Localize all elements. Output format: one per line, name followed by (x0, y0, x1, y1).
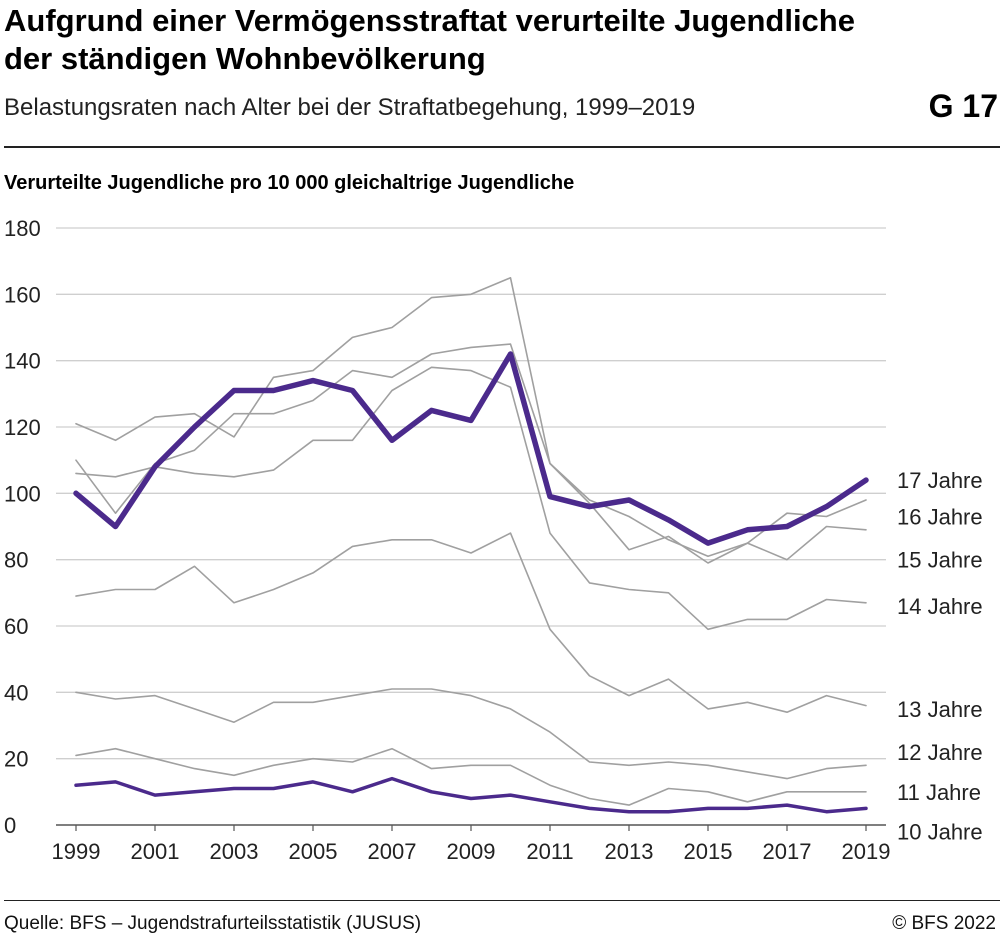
end-label-10-jahre: 10 Jahre (897, 820, 983, 845)
chart-subtitle: Belastungsraten nach Alter bei der Straf… (4, 94, 696, 121)
copyright-note: © BFS 2022 (892, 913, 996, 934)
series-line-12-jahre (75, 688, 867, 780)
series-line-10-jahre (74, 776, 868, 814)
x-tick-label: 2019 (842, 839, 891, 864)
y-axis-title: Verurteilte Jugendliche pro 10 000 gleic… (4, 172, 575, 194)
series-line-17-jahre (73, 351, 869, 546)
series-line-14-jahre (75, 366, 867, 631)
y-tick-label: 0 (4, 813, 16, 838)
y-tick-labels: 0 20 40 60 80 100 120 140 160 180 (4, 216, 41, 838)
chart-title: Aufgrund einer Vermögensstraftat verurte… (4, 3, 855, 76)
y-tick-label: 80 (4, 548, 28, 573)
x-tick-label: 2005 (289, 839, 338, 864)
series-line-16-jahre (75, 277, 867, 561)
x-tick-label: 2009 (447, 839, 496, 864)
x-tick-labels: 1999 2001 2003 2005 2007 2009 2011 2013 2015 2017… (52, 839, 891, 864)
y-tick-label: 100 (4, 481, 41, 506)
x-tick-label: 2013 (605, 839, 654, 864)
series-end-labels: 17 Jahre 16 Jahre 15 Jahre 14 Jahre 13 Jahre… (897, 468, 983, 845)
series-line-13-jahre (75, 532, 867, 714)
end-label-12-jahre: 12 Jahre (897, 740, 983, 765)
y-tick-label: 140 (4, 349, 41, 374)
series-layer (73, 277, 869, 814)
x-tick-label: 2007 (368, 839, 417, 864)
end-label-15-jahre: 15 Jahre (897, 548, 983, 573)
line-chart: 0 20 40 60 80 100 120 140 160 180 1999 2001 2003 200… (4, 216, 983, 864)
graphic-number: G 17 (928, 88, 998, 124)
top-rule (4, 146, 1000, 148)
end-label-16-jahre: 16 Jahre (897, 505, 983, 530)
x-tick-label: 1999 (52, 839, 101, 864)
source-note: Quelle: BFS – Jugendstrafurteilsstatisti… (4, 913, 422, 934)
x-tick-label: 2011 (526, 839, 573, 864)
x-tick-label: 2003 (210, 839, 259, 864)
y-tick-label: 60 (4, 614, 28, 639)
end-label-14-jahre: 14 Jahre (897, 594, 983, 619)
end-label-17-jahre: 17 Jahre (897, 468, 983, 493)
y-tick-label: 120 (4, 415, 41, 440)
bottom-rule (4, 900, 1000, 901)
end-label-13-jahre: 13 Jahre (897, 697, 983, 722)
y-tick-label: 180 (4, 216, 41, 241)
y-tick-label: 20 (4, 747, 28, 772)
series-line-11-jahre (75, 747, 867, 806)
x-tick-label: 2001 (131, 839, 180, 864)
end-label-11-jahre: 11 Jahre (897, 780, 981, 805)
x-tick-label: 2015 (684, 839, 733, 864)
x-tick-label: 2017 (763, 839, 812, 864)
y-tick-label: 40 (4, 680, 28, 705)
y-tick-label: 160 (4, 282, 41, 307)
series-line-15-jahre (75, 343, 867, 564)
